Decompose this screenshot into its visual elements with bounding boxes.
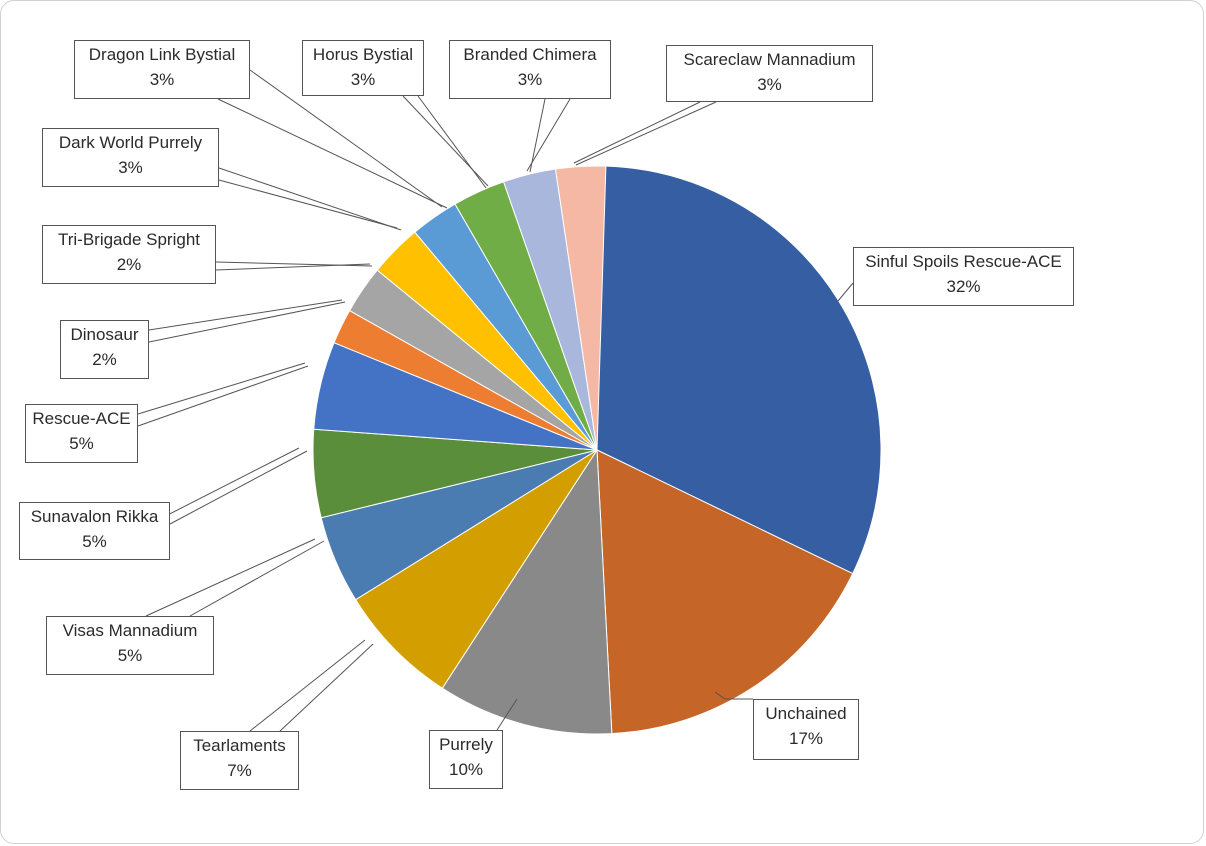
leader-line [215, 261, 373, 267]
data-label-name: Unchained [765, 704, 847, 723]
leader-line [148, 299, 343, 331]
leader-line [149, 447, 300, 525]
data-label-unchained: Unchained 17% [753, 699, 859, 760]
data-label-percent: 5% [82, 532, 107, 551]
leader-line [137, 365, 309, 427]
data-label-percent: 3% [118, 158, 143, 177]
leader-line [189, 540, 325, 617]
data-label-name: Rescue-ACE [32, 409, 131, 428]
leader-line [526, 98, 571, 172]
pie-slice-unchained [596, 449, 854, 735]
data-label-name: Branded Chimera [463, 45, 597, 64]
leader-line [137, 362, 306, 415]
pie-slice-scareclaw-mannadium [554, 165, 607, 451]
leader-line [837, 282, 854, 302]
data-label-tri-brigade-spright: Tri-Brigade Spright 2% [42, 225, 216, 284]
pie-slice-purrely [441, 448, 613, 735]
leader-line [714, 691, 753, 700]
data-label-name: Tri-Brigade Spright [57, 230, 201, 249]
leader-line [249, 69, 443, 208]
data-label-dinosaur: Dinosaur 2% [60, 320, 149, 379]
data-label-percent: 5% [69, 434, 94, 453]
leader-line [496, 698, 518, 731]
data-label-sunavalon-rikka: Sunavalon Rikka 5% [19, 502, 170, 560]
data-label-percent: 2% [92, 350, 117, 369]
data-label-percent: 5% [117, 646, 143, 665]
data-label-branded-chimera: Branded Chimera 3% [449, 40, 611, 99]
data-label-sinful-spoils-rescue-ace: Sinful Spoils Rescue-ACE 32% [853, 247, 1074, 306]
leader-line [217, 98, 448, 209]
data-label-name: Dark World Purrely [58, 133, 203, 152]
data-label-rescue-ace: Rescue-ACE 5% [25, 404, 138, 463]
leader-line [218, 167, 402, 231]
data-label-percent: 17% [788, 729, 824, 748]
leader-line [575, 101, 717, 166]
data-label-percent: 7% [227, 761, 252, 780]
data-label-scareclaw-mannadium: Scareclaw Mannadium 3% [666, 45, 873, 102]
leader-line [417, 95, 487, 189]
data-label-name: Dragon Link Bystial [88, 45, 236, 64]
data-label-name: Sinful Spoils Rescue-ACE [865, 252, 1062, 271]
data-label-tearlaments: Tearlaments 7% [180, 731, 299, 790]
data-label-name: Sunavalon Rikka [30, 507, 159, 526]
leader-line [573, 101, 701, 164]
data-label-name: Visas Mannadium [62, 621, 198, 640]
data-label-percent: 10% [448, 760, 484, 779]
data-label-name: Tearlaments [193, 736, 286, 755]
leader-line [218, 179, 398, 229]
data-label-dragon-link-bystial: Dragon Link Bystial 3% [74, 40, 250, 99]
leader-line [215, 263, 371, 271]
data-label-percent: 2% [116, 255, 142, 274]
pie-slice-sinful-spoils-rescue-ace [596, 165, 882, 575]
leader-line [402, 95, 489, 187]
leader-line [529, 98, 546, 173]
leader-line [169, 450, 308, 525]
data-label-percent: 3% [517, 70, 543, 89]
data-label-horus-bystial: Horus Bystial 3% [302, 40, 424, 96]
data-label-percent: 3% [757, 75, 782, 94]
pie-slice-tearlaments [354, 449, 598, 689]
leader-line [279, 643, 374, 732]
data-label-name: Horus Bystial [312, 45, 414, 64]
leader-line [145, 538, 316, 617]
data-label-percent: 3% [149, 70, 175, 89]
data-label-percent: 3% [350, 70, 376, 89]
leader-line [148, 301, 346, 343]
data-label-dark-world-purrely: Dark World Purrely 3% [42, 128, 219, 187]
data-label-name: Purrely [439, 735, 493, 754]
data-label-name: Dinosaur [70, 325, 139, 344]
leader-line [249, 639, 366, 732]
data-label-percent: 32% [946, 277, 981, 296]
data-label-purrely: Purrely 10% [429, 730, 503, 789]
data-label-visas-mannadium: Visas Mannadium 5% [46, 616, 214, 675]
data-label-name: Scareclaw Mannadium [683, 50, 856, 69]
